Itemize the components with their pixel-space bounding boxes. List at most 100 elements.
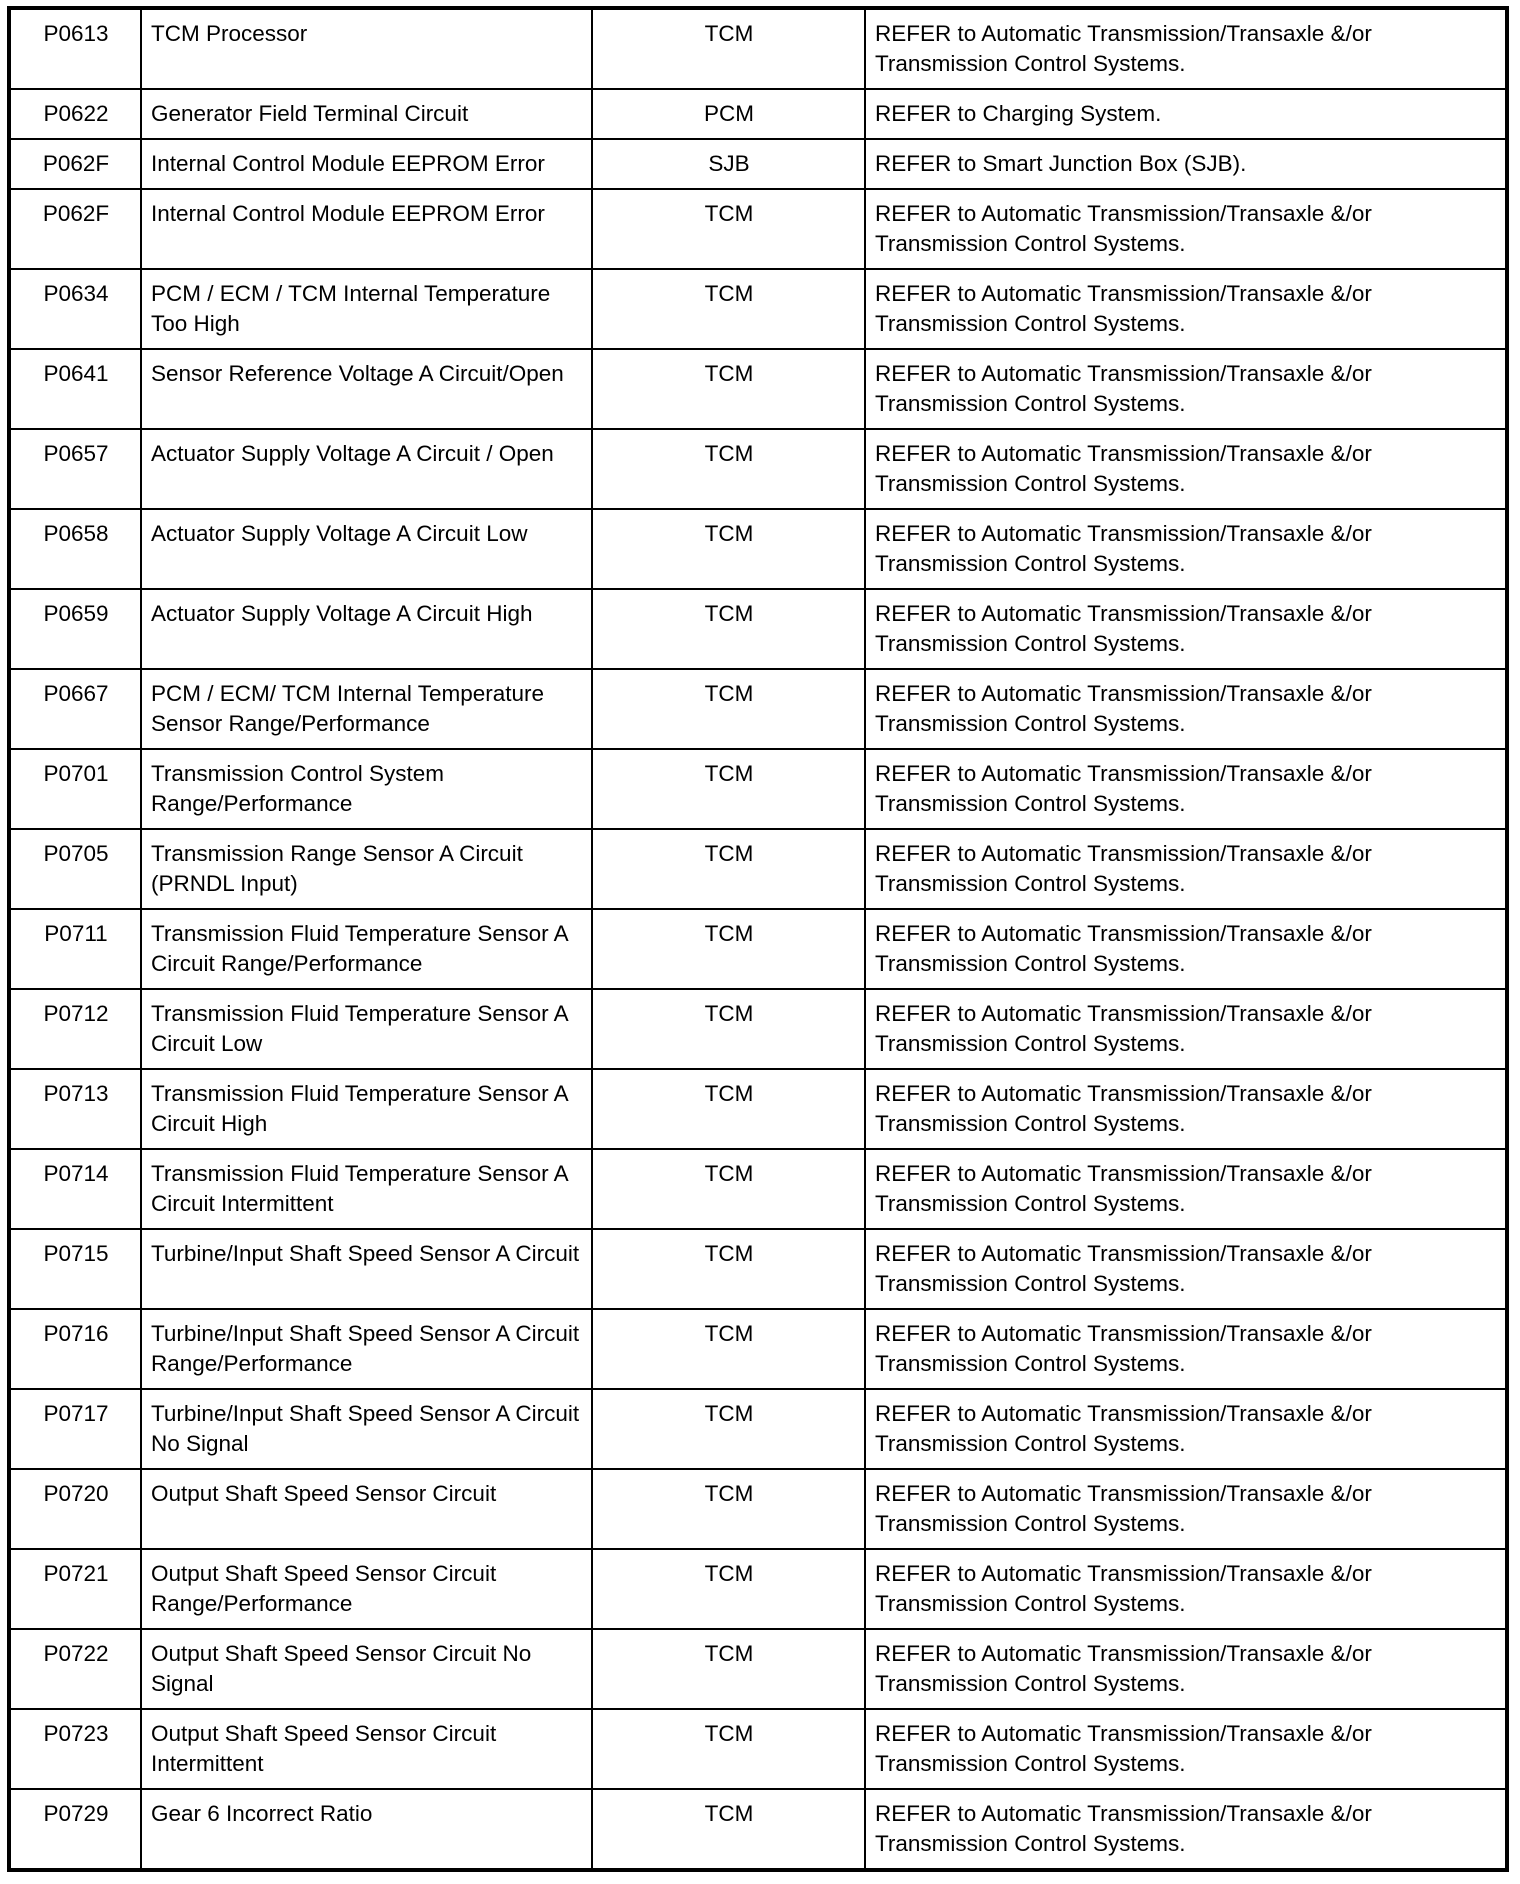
- module-cell: TCM: [591, 1228, 866, 1310]
- module-cell: TCM: [591, 908, 866, 990]
- description-cell: Turbine/Input Shaft Speed Sensor A Circu…: [140, 1228, 593, 1310]
- table-row: P0711 Transmission Fluid Temperature Sens…: [8, 908, 1508, 990]
- module-cell: TCM: [591, 748, 866, 830]
- table-row: P0658 Actuator Supply Voltage A Circuit L…: [8, 508, 1508, 590]
- table-row: P0714 Transmission Fluid Temperature Sens…: [8, 1148, 1508, 1230]
- action-cell: REFER to Automatic Transmission/Transaxl…: [864, 748, 1508, 830]
- action-cell: REFER to Smart Junction Box (SJB).: [864, 138, 1508, 190]
- dtc-code-cell: P0622: [8, 88, 142, 140]
- description-cell: Transmission Fluid Temperature Sensor A …: [140, 1068, 593, 1150]
- table-row: P0729 Gear 6 Incorrect Ratio TCM REFER to A…: [8, 1788, 1508, 1871]
- module-cell: TCM: [591, 1628, 866, 1710]
- module-cell: TCM: [591, 828, 866, 910]
- dtc-code-cell: P0729: [8, 1788, 142, 1871]
- dtc-code-cell: P0717: [8, 1388, 142, 1470]
- table-row: P0721 Output Shaft Speed Sensor Circuit R…: [8, 1548, 1508, 1630]
- dtc-code-cell: P0714: [8, 1148, 142, 1230]
- action-cell: REFER to Automatic Transmission/Transaxl…: [864, 1548, 1508, 1630]
- table-row: P0641 Sensor Reference Voltage A Circuit/…: [8, 348, 1508, 430]
- module-cell: TCM: [591, 1308, 866, 1390]
- table-row: P062F Internal Control Module EEPROM Erro…: [8, 188, 1508, 270]
- module-cell: TCM: [591, 1068, 866, 1150]
- module-cell: SJB: [591, 138, 866, 190]
- table-row: P0657 Actuator Supply Voltage A Circuit /…: [8, 428, 1508, 510]
- description-cell: PCM / ECM/ TCM Internal Temperature Sens…: [140, 668, 593, 750]
- action-cell: REFER to Automatic Transmission/Transaxl…: [864, 428, 1508, 510]
- description-cell: Transmission Control System Range/Perfor…: [140, 748, 593, 830]
- dtc-code-cell: P0659: [8, 588, 142, 670]
- module-cell: TCM: [591, 268, 866, 350]
- action-cell: REFER to Automatic Transmission/Transaxl…: [864, 508, 1508, 590]
- description-cell: Gear 6 Incorrect Ratio: [140, 1788, 593, 1871]
- module-cell: PCM: [591, 88, 866, 140]
- dtc-code-cell: P0641: [8, 348, 142, 430]
- dtc-code-cell: P0713: [8, 1068, 142, 1150]
- module-cell: TCM: [591, 1468, 866, 1550]
- module-cell: TCM: [591, 428, 866, 510]
- module-cell: TCM: [591, 988, 866, 1070]
- module-cell: TCM: [591, 7, 866, 90]
- action-cell: REFER to Automatic Transmission/Transaxl…: [864, 7, 1508, 90]
- description-cell: Output Shaft Speed Sensor Circuit Interm…: [140, 1708, 593, 1790]
- table-row: P0717 Turbine/Input Shaft Speed Sensor A …: [8, 1388, 1508, 1470]
- module-cell: TCM: [591, 1148, 866, 1230]
- dtc-code-cell: P0716: [8, 1308, 142, 1390]
- action-cell: REFER to Automatic Transmission/Transaxl…: [864, 1228, 1508, 1310]
- description-cell: Transmission Range Sensor A Circuit (PRN…: [140, 828, 593, 910]
- action-cell: REFER to Automatic Transmission/Transaxl…: [864, 668, 1508, 750]
- table-row: P0622 Generator Field Terminal Circuit PCM…: [8, 88, 1508, 140]
- module-cell: TCM: [591, 348, 866, 430]
- description-cell: Turbine/Input Shaft Speed Sensor A Circu…: [140, 1308, 593, 1390]
- dtc-code-cell: P0634: [8, 268, 142, 350]
- description-cell: Transmission Fluid Temperature Sensor A …: [140, 1148, 593, 1230]
- description-cell: Sensor Reference Voltage A Circuit/Open: [140, 348, 593, 430]
- table-row: P0701 Transmission Control System Range/P…: [8, 748, 1508, 830]
- dtc-code-cell: P0705: [8, 828, 142, 910]
- description-cell: Turbine/Input Shaft Speed Sensor A Circu…: [140, 1388, 593, 1470]
- dtc-code-cell: P0657: [8, 428, 142, 510]
- action-cell: REFER to Automatic Transmission/Transaxl…: [864, 588, 1508, 670]
- action-cell: REFER to Automatic Transmission/Transaxl…: [864, 1708, 1508, 1790]
- dtc-code-cell: P0667: [8, 668, 142, 750]
- dtc-table: P0613 TCM Processor TCM REFER to Automatic …: [7, 6, 1509, 1872]
- dtc-code-cell: P0712: [8, 988, 142, 1070]
- table-row: P0720 Output Shaft Speed Sensor Circuit TC…: [8, 1468, 1508, 1550]
- table-row: P0723 Output Shaft Speed Sensor Circuit I…: [8, 1708, 1508, 1790]
- description-cell: Actuator Supply Voltage A Circuit High: [140, 588, 593, 670]
- action-cell: REFER to Automatic Transmission/Transaxl…: [864, 1148, 1508, 1230]
- dtc-code-cell: P0720: [8, 1468, 142, 1550]
- table-row: P062F Internal Control Module EEPROM Erro…: [8, 138, 1508, 190]
- description-cell: Generator Field Terminal Circuit: [140, 88, 593, 140]
- module-cell: TCM: [591, 188, 866, 270]
- dtc-code-cell: P0613: [8, 7, 142, 90]
- table-row: P0613 TCM Processor TCM REFER to Automatic …: [8, 7, 1508, 90]
- module-cell: TCM: [591, 668, 866, 750]
- dtc-code-cell: P0721: [8, 1548, 142, 1630]
- table-row: P0713 Transmission Fluid Temperature Sens…: [8, 1068, 1508, 1150]
- dtc-table-body: P0613 TCM Processor TCM REFER to Automatic …: [8, 7, 1508, 1871]
- dtc-code-cell: P0723: [8, 1708, 142, 1790]
- dtc-code-cell: P0658: [8, 508, 142, 590]
- action-cell: REFER to Automatic Transmission/Transaxl…: [864, 988, 1508, 1070]
- table-row: P0705 Transmission Range Sensor A Circuit…: [8, 828, 1508, 910]
- action-cell: REFER to Automatic Transmission/Transaxl…: [864, 1068, 1508, 1150]
- action-cell: REFER to Automatic Transmission/Transaxl…: [864, 908, 1508, 990]
- action-cell: REFER to Charging System.: [864, 88, 1508, 140]
- action-cell: REFER to Automatic Transmission/Transaxl…: [864, 188, 1508, 270]
- dtc-code-cell: P0722: [8, 1628, 142, 1710]
- dtc-code-cell: P062F: [8, 138, 142, 190]
- description-cell: Output Shaft Speed Sensor Circuit No Sig…: [140, 1628, 593, 1710]
- description-cell: Actuator Supply Voltage A Circuit Low: [140, 508, 593, 590]
- description-cell: PCM / ECM / TCM Internal Temperature Too…: [140, 268, 593, 350]
- table-row: P0722 Output Shaft Speed Sensor Circuit N…: [8, 1628, 1508, 1710]
- action-cell: REFER to Automatic Transmission/Transaxl…: [864, 1788, 1508, 1871]
- table-row: P0634 PCM / ECM / TCM Internal Temperatur…: [8, 268, 1508, 350]
- table-row: P0659 Actuator Supply Voltage A Circuit H…: [8, 588, 1508, 670]
- description-cell: Transmission Fluid Temperature Sensor A …: [140, 908, 593, 990]
- action-cell: REFER to Automatic Transmission/Transaxl…: [864, 828, 1508, 910]
- action-cell: REFER to Automatic Transmission/Transaxl…: [864, 1308, 1508, 1390]
- table-row: P0667 PCM / ECM/ TCM Internal Temperature…: [8, 668, 1508, 750]
- dtc-code-cell: P0711: [8, 908, 142, 990]
- action-cell: REFER to Automatic Transmission/Transaxl…: [864, 268, 1508, 350]
- description-cell: Internal Control Module EEPROM Error: [140, 188, 593, 270]
